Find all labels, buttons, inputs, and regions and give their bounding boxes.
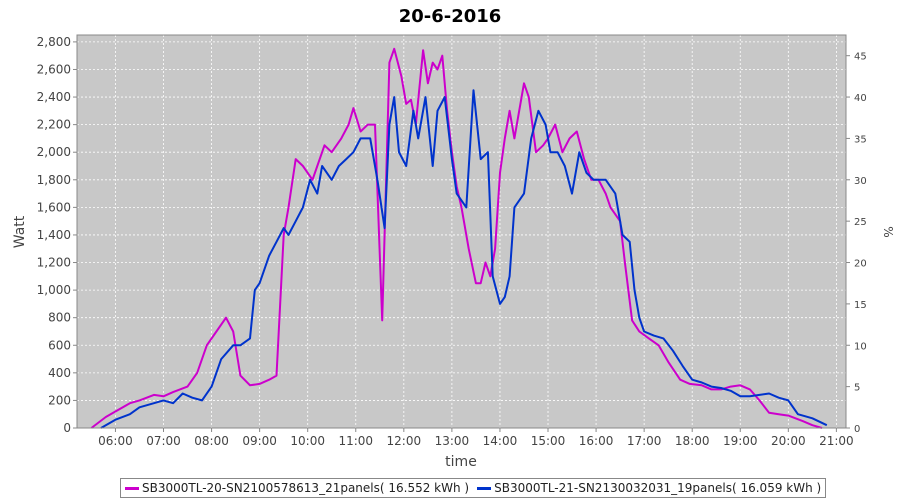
grid (77, 35, 846, 429)
y-tick-label: 200 (48, 393, 71, 407)
y2-axis-label: % (881, 226, 895, 237)
y-tick-label: 2,000 (37, 145, 71, 159)
y2-tick-label: 15 (854, 300, 867, 311)
x-tick-label: 18:00 (675, 434, 710, 448)
y-tick-label: 1,600 (37, 200, 71, 214)
y-tick-label: 1,000 (37, 283, 71, 297)
x-tick-label: 09:00 (242, 434, 277, 448)
x-tick-label: 15:00 (531, 434, 566, 448)
y-tick-label: 2,600 (37, 62, 71, 76)
y2-tick-label: 40 (854, 93, 867, 104)
y-tick-label: 0 (63, 421, 71, 435)
y-tick-label: 600 (48, 338, 71, 352)
y-tick-label: 1,800 (37, 173, 71, 187)
plot-area (77, 35, 846, 428)
y2-tick-label: 30 (854, 176, 867, 187)
y2-tick-label: 45 (854, 52, 867, 63)
x-tick-label: 08:00 (194, 434, 229, 448)
y-tick-label: 1,200 (37, 256, 71, 270)
y2-tick-label: 10 (854, 341, 867, 352)
x-tick-label: 20:00 (771, 434, 806, 448)
x-tick-label: 12:00 (387, 434, 422, 448)
y-tick-label: 400 (48, 366, 71, 380)
chart-title: 20-6-2016 (399, 6, 502, 27)
y-tick-label: 2,400 (37, 90, 71, 104)
y2-tick-label: 20 (854, 259, 867, 270)
legend-swatch-series-2 (477, 486, 492, 490)
x-tick-label: 06:00 (98, 434, 133, 448)
y-tick-label: 800 (48, 311, 71, 325)
x-tick-label: 21:00 (819, 434, 854, 448)
y-tick-label: 1,400 (37, 228, 71, 242)
y2-tick-label: 0 (854, 424, 860, 435)
y-tick-label: 2,200 (37, 118, 71, 132)
y2-axis-ticks: 0 5 10 15 20 25 30 35 40 45 (846, 52, 867, 435)
legend-label-series-2: SB3000TL-21-SN2130032031_19panels( 16.05… (494, 481, 822, 495)
y-axis-ticks: 0 200 400 600 800 1,000 1,200 1,400 1,600 1,800 2,… (37, 35, 77, 435)
x-tick-label: 19:00 (723, 434, 758, 448)
x-tick-label: 11:00 (338, 434, 373, 448)
x-axis-label: time (445, 454, 477, 470)
x-tick-label: 13:00 (435, 434, 470, 448)
legend-item-series-2: SB3000TL-21-SN2130032031_19panels( 16.05… (473, 481, 825, 495)
legend-item-series-1: SB3000TL-20-SN2100578613_21panels( 16.55… (121, 481, 473, 495)
x-tick-label: 14:00 (483, 434, 518, 448)
x-tick-label: 17:00 (627, 434, 662, 448)
series-layer (90, 47, 828, 429)
legend-swatch-series-1 (125, 486, 139, 490)
plot-border (76, 34, 847, 429)
y2-tick-label: 25 (854, 217, 867, 228)
x-tick-label: 07:00 (146, 434, 181, 448)
y2-tick-label: 5 (854, 383, 860, 394)
x-tick-label: 10:00 (290, 434, 325, 448)
y2-tick-label: 35 (854, 134, 867, 145)
series-line-2 (100, 89, 828, 429)
y-axis-label: Watt (12, 215, 28, 248)
legend-label-series-1: SB3000TL-20-SN2100578613_21panels( 16.55… (142, 481, 470, 495)
legend: SB3000TL-20-SN2100578613_21panels( 16.55… (120, 478, 827, 498)
x-axis-ticks: 06:00 07:00 08:00 09:00 10:00 11:00 12:00 13:00… (98, 428, 854, 448)
y-tick-label: 2,800 (37, 35, 71, 49)
x-tick-label: 16:00 (579, 434, 614, 448)
